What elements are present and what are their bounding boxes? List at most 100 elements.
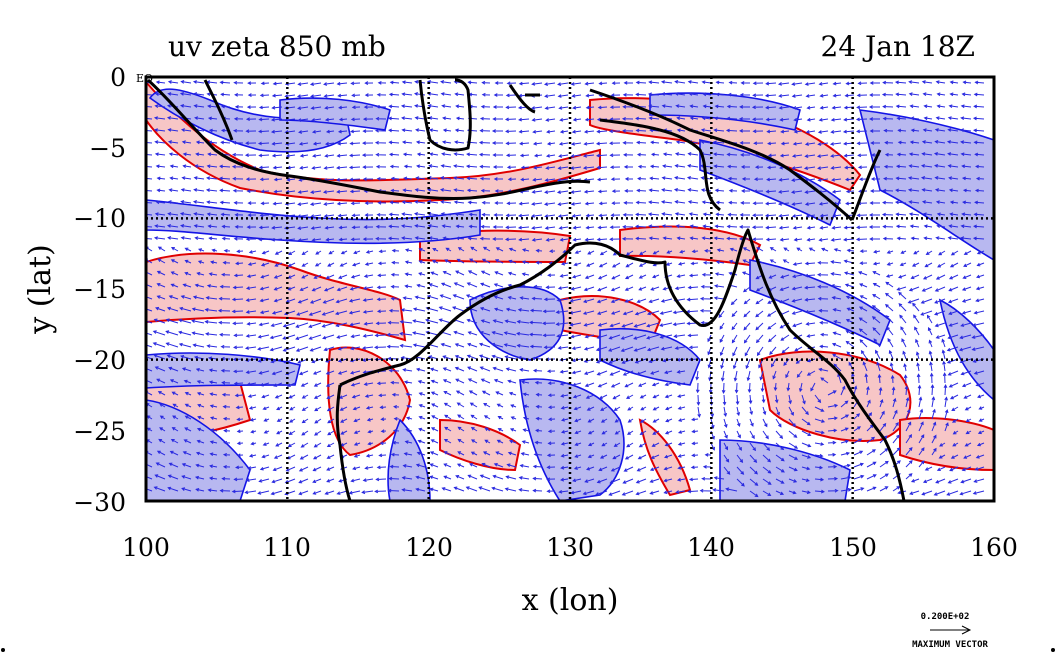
wind-vector xyxy=(309,82,322,86)
wind-vector xyxy=(870,189,880,193)
wind-vector xyxy=(745,358,751,370)
wind-vector xyxy=(947,152,959,156)
wind-vector xyxy=(259,466,270,471)
wind-vector xyxy=(899,262,907,267)
wind-vector xyxy=(707,334,712,343)
wind-vector xyxy=(635,128,647,133)
wind-vector xyxy=(933,490,946,496)
wind-vector xyxy=(648,188,660,193)
wind-vector xyxy=(455,116,465,121)
wind-vector xyxy=(723,430,728,439)
wind-vector xyxy=(840,439,850,444)
wind-vector xyxy=(862,361,868,372)
wind-vector xyxy=(689,236,699,241)
wind-vector xyxy=(701,200,712,205)
wind-vector xyxy=(858,328,868,336)
wind-vector xyxy=(531,82,543,86)
wind-vector xyxy=(258,117,270,122)
wind-vector xyxy=(650,370,660,375)
wind-vector xyxy=(363,321,374,326)
wind-vector xyxy=(493,463,504,468)
wind-vector xyxy=(184,391,192,396)
wind-vector xyxy=(184,259,192,264)
wind-vector xyxy=(233,333,244,338)
wind-vector xyxy=(664,442,673,447)
y-tick-label: −10 xyxy=(73,204,126,233)
wind-vector xyxy=(350,237,361,242)
wind-vector xyxy=(729,247,738,252)
wind-vector xyxy=(881,92,894,97)
wind-vector xyxy=(518,201,530,206)
wind-vector xyxy=(301,262,309,267)
wind-vector xyxy=(208,272,218,276)
wind-vector xyxy=(782,259,790,264)
wind-vector xyxy=(883,176,894,181)
wind-vector xyxy=(181,367,192,372)
wind-vector xyxy=(600,418,608,423)
wind-vector xyxy=(814,406,825,412)
wind-vector xyxy=(788,418,796,427)
wind-vector xyxy=(832,81,842,86)
wind-vector xyxy=(769,346,777,355)
wind-vector xyxy=(324,117,335,122)
wind-vector xyxy=(453,330,465,336)
wind-vector xyxy=(168,188,179,192)
title-right: 24 Jan 18Z xyxy=(821,30,975,63)
wind-vector xyxy=(728,188,738,193)
wind-vector xyxy=(638,286,647,291)
wind-vector xyxy=(921,286,933,292)
wind-vector xyxy=(301,430,309,436)
wind-vector xyxy=(872,283,881,288)
wind-vector xyxy=(259,382,270,387)
wind-vector xyxy=(233,200,244,205)
wind-vector xyxy=(184,271,192,276)
wind-vector xyxy=(612,394,621,400)
wind-vector xyxy=(674,80,686,84)
wind-vector xyxy=(791,94,803,98)
wind-vector xyxy=(832,353,842,360)
wind-vector xyxy=(864,373,869,384)
wind-vector xyxy=(387,320,400,325)
wind-vector xyxy=(205,332,218,336)
wind-vector xyxy=(572,394,582,399)
wind-vector xyxy=(535,248,543,253)
wind-vector xyxy=(388,128,400,133)
wind-vector xyxy=(652,418,660,423)
wind-vector xyxy=(335,298,348,304)
wind-vector xyxy=(623,466,634,472)
wind-vector xyxy=(783,247,790,252)
wind-vector xyxy=(430,439,439,444)
wind-vector xyxy=(298,478,309,484)
wind-vector xyxy=(560,261,569,266)
wind-vector xyxy=(559,237,569,242)
wind-vector xyxy=(663,478,673,483)
wind-vector xyxy=(168,295,179,300)
wind-vector xyxy=(416,283,426,288)
wind-vector xyxy=(169,450,179,456)
wind-vector xyxy=(960,116,972,121)
wind-vector xyxy=(276,430,283,435)
wind-vector xyxy=(327,418,335,424)
wind-vector xyxy=(597,274,608,280)
wind-vector xyxy=(587,442,595,447)
wind-vector xyxy=(273,454,283,459)
wind-vector xyxy=(208,128,218,133)
wind-vector xyxy=(522,392,530,397)
wind-vector xyxy=(638,262,647,267)
wind-vector xyxy=(191,307,205,312)
wind-vector xyxy=(273,286,283,291)
wind-vector xyxy=(220,140,231,145)
wind-vector xyxy=(793,237,803,242)
wind-vector xyxy=(286,382,296,387)
wind-vector xyxy=(337,129,348,134)
wind-vector xyxy=(491,141,503,145)
wind-vector xyxy=(296,94,309,98)
wind-vector xyxy=(484,427,491,432)
wind-vector xyxy=(560,418,569,422)
wind-vector xyxy=(570,286,582,291)
wind-vector xyxy=(167,92,179,96)
wind-vector xyxy=(287,286,296,291)
wind-vector xyxy=(734,382,739,394)
wind-vector xyxy=(687,80,699,84)
wind-vector xyxy=(804,82,816,86)
